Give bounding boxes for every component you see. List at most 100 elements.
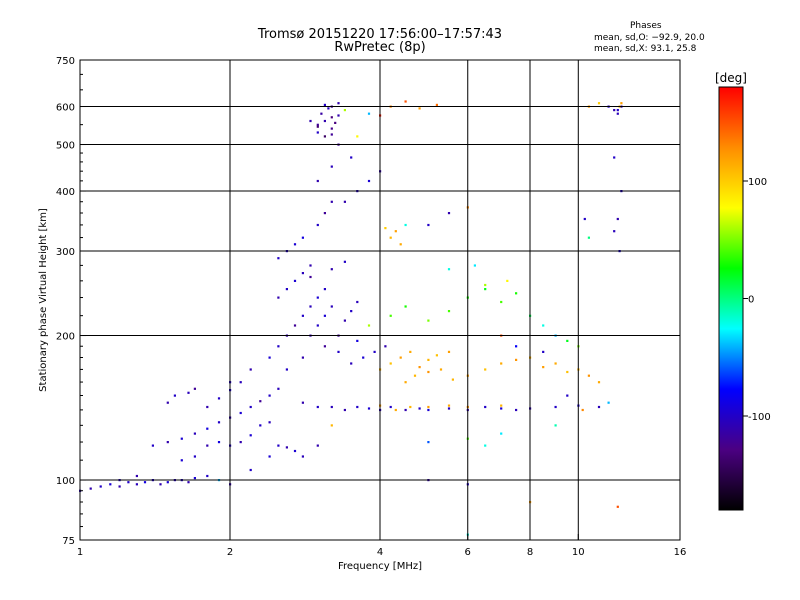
data-point — [239, 381, 242, 384]
data-point — [384, 227, 387, 230]
colorbar-ticks: -100 0 100 — [743, 177, 771, 423]
data-point — [356, 300, 359, 304]
data-point — [597, 405, 601, 409]
data-point — [367, 112, 371, 115]
data-point — [418, 366, 421, 369]
data-point — [277, 387, 280, 390]
data-point — [616, 505, 619, 508]
data-point — [581, 408, 584, 412]
data-point — [277, 296, 280, 299]
data-point — [515, 408, 518, 412]
data-point — [587, 236, 590, 239]
data-point — [427, 408, 430, 412]
data-point — [309, 264, 312, 267]
data-point — [118, 485, 121, 488]
data-point — [542, 350, 545, 353]
x-tick-label: 6 — [465, 547, 471, 558]
x-tick-label: 8 — [527, 547, 533, 558]
data-point — [301, 272, 304, 275]
data-point — [193, 455, 196, 458]
data-point — [447, 407, 451, 410]
data-point — [418, 407, 421, 410]
x-tick-label: 2 — [227, 547, 233, 558]
data-point — [293, 279, 297, 282]
data-point — [316, 296, 319, 299]
data-point — [337, 350, 340, 353]
y-tick-label: 300 — [56, 247, 75, 258]
data-point — [293, 324, 297, 327]
data-point — [330, 405, 333, 409]
data-point — [607, 401, 610, 404]
data-point — [217, 421, 221, 424]
data-point — [447, 212, 451, 215]
data-point — [373, 350, 376, 353]
data-point — [316, 444, 319, 447]
data-point — [427, 223, 430, 227]
data-point — [515, 358, 518, 361]
data-point — [109, 483, 112, 486]
data-point — [404, 381, 407, 384]
data-point — [427, 319, 430, 322]
data-point — [293, 449, 297, 453]
data-point — [309, 119, 312, 123]
data-point — [404, 408, 407, 412]
data-point — [159, 483, 162, 486]
data-point — [180, 459, 183, 462]
data-point — [506, 279, 509, 282]
data-point — [484, 405, 487, 409]
data-point — [330, 165, 333, 168]
data-point — [143, 481, 147, 484]
data-point — [323, 345, 326, 348]
data-point — [323, 103, 326, 106]
data-point — [249, 405, 252, 409]
data-point — [323, 314, 326, 317]
data-point — [259, 424, 262, 427]
data-point — [187, 391, 190, 394]
data-point — [394, 230, 397, 233]
data-point — [330, 424, 333, 427]
data-point — [301, 314, 304, 317]
x-axis: 1 2 4 6 8 10 16 — [77, 534, 686, 558]
data-point — [500, 362, 503, 365]
data-point — [330, 116, 333, 119]
data-point — [367, 324, 371, 327]
data-point — [473, 264, 476, 267]
data-point — [435, 354, 438, 357]
data-point — [343, 260, 346, 263]
data-point — [285, 446, 288, 449]
data-point — [206, 444, 209, 447]
data-point — [616, 217, 619, 221]
data-point — [384, 345, 387, 348]
data-point — [89, 487, 92, 490]
data-point — [566, 339, 569, 342]
data-point — [484, 368, 487, 371]
data-point — [616, 109, 619, 112]
y-axis: 75 100 200 300 400 500 600 750 — [56, 56, 86, 547]
grid-lines — [80, 60, 680, 540]
scatter-points — [79, 100, 623, 536]
data-point — [337, 102, 340, 105]
data-point — [583, 217, 586, 221]
y-tick-label: 600 — [56, 103, 75, 114]
data-point — [268, 394, 271, 397]
data-point — [404, 305, 407, 308]
data-point — [554, 424, 557, 427]
data-point — [277, 257, 280, 260]
y-tick-label: 200 — [56, 332, 75, 343]
data-point — [277, 444, 280, 447]
data-point — [427, 358, 430, 361]
data-point — [323, 212, 326, 215]
data-point — [135, 474, 138, 478]
data-point — [316, 179, 319, 183]
data-point — [427, 405, 430, 409]
data-point — [334, 121, 337, 124]
data-point — [389, 362, 392, 365]
data-point — [173, 394, 176, 397]
data-point — [389, 314, 392, 317]
data-point — [285, 368, 288, 371]
data-point — [350, 310, 353, 313]
data-point — [259, 400, 262, 403]
data-point — [404, 100, 407, 103]
data-point — [193, 477, 196, 480]
data-point — [399, 243, 402, 246]
